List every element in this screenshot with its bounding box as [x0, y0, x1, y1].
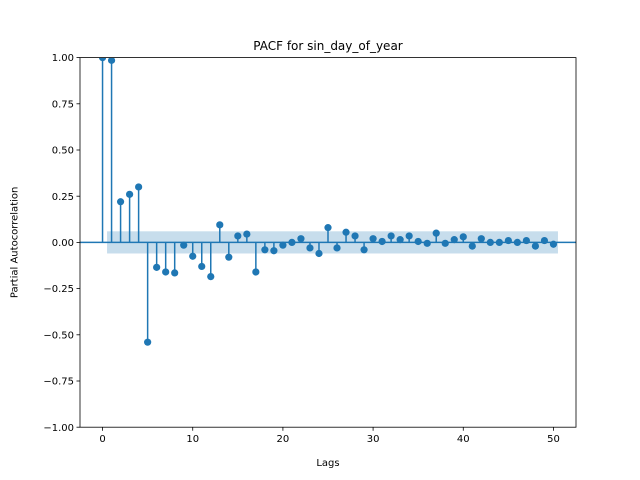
stem-marker	[207, 272, 215, 281]
stem-marker	[297, 235, 305, 243]
stem-marker	[522, 236, 531, 245]
stem-marker	[225, 253, 233, 261]
stem-marker	[369, 235, 377, 243]
stem-marker	[495, 238, 503, 246]
stem-marker	[98, 57, 107, 62]
x-tick-label: 40	[457, 434, 470, 445]
stem-marker	[107, 57, 116, 64]
stem-marker	[378, 237, 386, 246]
chart-title: PACF for sin_day_of_year	[253, 39, 403, 53]
stem-marker	[342, 228, 350, 236]
stem-marker	[279, 241, 287, 249]
stem-marker	[477, 235, 485, 243]
stem-marker	[162, 268, 170, 276]
stem-marker	[351, 232, 359, 240]
stem-marker	[189, 252, 197, 260]
stem-marker	[459, 233, 467, 241]
stem-marker	[414, 237, 422, 246]
stem-marker	[234, 232, 242, 240]
stem-marker	[333, 244, 341, 252]
plot-area	[80, 57, 576, 346]
stem-marker	[441, 239, 449, 247]
y-axis-label: Partial Autocorrelation	[10, 187, 21, 298]
stem-marker	[216, 221, 224, 229]
y-tick-label: 0.00	[52, 238, 74, 249]
y-tick-label: −1.00	[43, 423, 74, 434]
stem-marker	[198, 262, 206, 271]
stem-marker	[324, 224, 332, 232]
stem-marker	[540, 236, 549, 245]
y-tick-label: 1.00	[52, 53, 74, 64]
stem-marker	[432, 229, 440, 237]
y-tick-label: −0.50	[43, 330, 74, 341]
stem-marker	[288, 238, 296, 246]
y-tick-label: −0.25	[43, 284, 74, 295]
x-tick-label: 0	[99, 434, 105, 445]
stem-marker	[450, 236, 458, 244]
stem-marker	[252, 268, 260, 276]
y-tick-label: 0.75	[52, 99, 74, 110]
stem-marker	[180, 241, 188, 249]
stem-marker	[126, 190, 134, 198]
stem-marker	[549, 240, 558, 248]
stem-marker	[116, 198, 125, 206]
x-axis-label: Lags	[316, 458, 339, 469]
x-tick-label: 20	[277, 434, 290, 445]
y-tick-label: 0.50	[52, 146, 74, 157]
x-tick-label: 10	[186, 434, 199, 445]
stem-marker	[171, 269, 179, 277]
stem-marker	[387, 232, 395, 240]
stem-marker	[270, 247, 278, 255]
stem-marker	[153, 263, 161, 271]
x-tick-label: 50	[547, 434, 560, 445]
y-tick-label: −0.75	[43, 377, 74, 388]
stem-marker	[315, 249, 323, 258]
stem-marker	[531, 242, 540, 250]
stem-marker	[396, 236, 404, 244]
plot-content	[80, 57, 576, 346]
stem-marker	[423, 239, 431, 247]
y-tick-label: 0.25	[52, 192, 74, 203]
stem-marker	[243, 230, 251, 238]
x-tick-label: 30	[367, 434, 380, 445]
stem-marker	[486, 238, 494, 246]
stem-marker	[261, 246, 269, 254]
y-axis: −1.00 −0.75 −0.50 −0.25 0.00 0.25 0.50 0.75 1.00	[43, 53, 80, 434]
stem-marker	[513, 238, 521, 246]
stem-marker	[135, 183, 143, 191]
stem-marker	[360, 246, 368, 254]
stem-marker	[468, 242, 476, 250]
stem-marker	[144, 338, 152, 346]
stem-marker	[306, 244, 314, 252]
stem-marker	[405, 232, 413, 240]
x-axis: 0 10 20 30 40 50	[99, 427, 560, 445]
stem-marker	[504, 236, 512, 245]
